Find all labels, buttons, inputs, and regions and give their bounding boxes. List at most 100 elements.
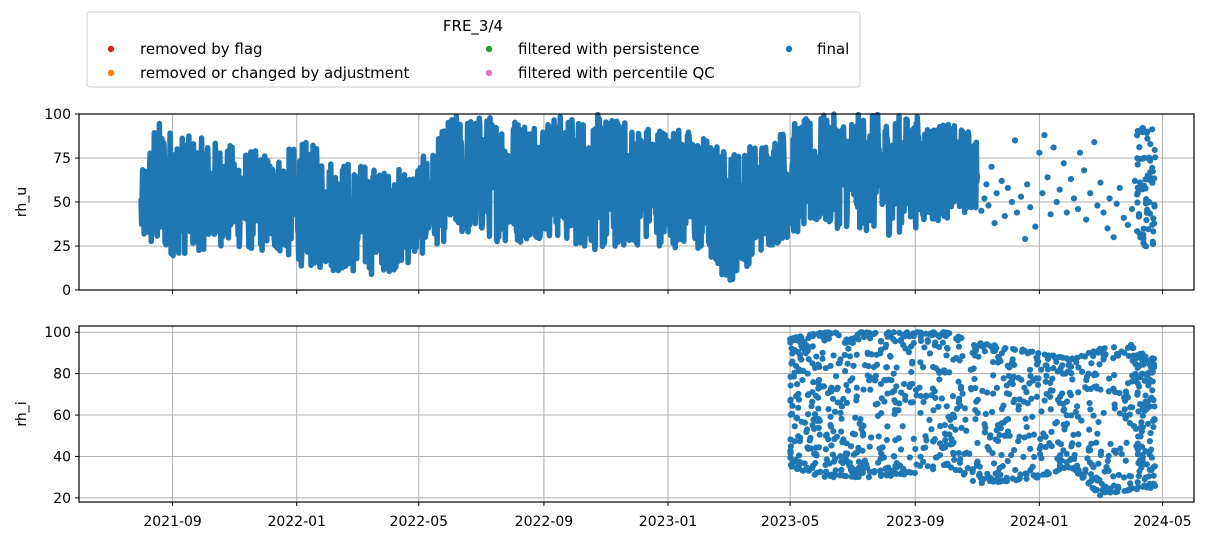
data-point [1091, 139, 1098, 146]
data-point [993, 427, 1000, 434]
data-point [877, 472, 885, 479]
data-point [1047, 393, 1054, 400]
data-point [967, 366, 974, 373]
data-point [1139, 453, 1146, 460]
data-point [791, 423, 798, 430]
data-point [1136, 144, 1143, 151]
data-point [1134, 445, 1141, 452]
data-point [1091, 486, 1098, 493]
data-point [1047, 211, 1054, 218]
data-point [1142, 448, 1149, 455]
data-point [837, 453, 844, 460]
data-point [812, 415, 819, 422]
data-point [945, 413, 952, 421]
data-point [1083, 376, 1090, 384]
x-tick-label: 2023-05 [761, 514, 820, 530]
data-point [1100, 409, 1107, 417]
data-point [1138, 419, 1145, 426]
data-point [1020, 453, 1027, 461]
data-point [929, 385, 936, 392]
data-point [950, 450, 957, 458]
data-point [880, 454, 887, 461]
data-point [1024, 400, 1031, 407]
data-point [1140, 483, 1147, 490]
data-point [1074, 413, 1082, 420]
data-point [944, 329, 951, 336]
data-point [832, 467, 839, 474]
data-point [951, 414, 958, 421]
data-point [987, 343, 994, 350]
data-point [815, 405, 822, 412]
data-point [957, 383, 965, 390]
data-point [890, 329, 897, 336]
x-tick-label: 2024-05 [1133, 514, 1192, 530]
data-point [1006, 364, 1013, 371]
data-point [1004, 184, 1011, 192]
legend-title: FRE_3/4 [443, 17, 503, 36]
data-point [799, 377, 806, 384]
data-point [1095, 460, 1102, 467]
data-point [1145, 382, 1152, 389]
data-point [1090, 348, 1097, 355]
data-point [1139, 186, 1146, 193]
data-point [804, 411, 812, 418]
data-point [805, 356, 812, 363]
data-point [787, 454, 794, 461]
data-point [1142, 474, 1149, 481]
data-point [998, 451, 1005, 459]
data-point [830, 458, 838, 465]
data-point [848, 464, 855, 471]
x-tick-label: 2023-09 [886, 514, 945, 530]
data-point [1126, 472, 1133, 480]
data-point [962, 416, 969, 423]
data-point [990, 390, 997, 397]
data-point [793, 414, 800, 421]
data-point [838, 466, 845, 474]
data-point [1086, 426, 1093, 433]
data-point [896, 400, 903, 407]
data-point [1134, 161, 1141, 168]
data-point [794, 465, 801, 472]
data-point [787, 382, 794, 389]
data-point [988, 163, 995, 170]
data-point [1144, 172, 1151, 179]
data-point [1027, 467, 1034, 474]
data-point [791, 438, 798, 445]
data-point [971, 375, 978, 383]
data-point [787, 336, 794, 343]
data-point [891, 470, 898, 477]
data-point [909, 399, 917, 406]
data-point [815, 362, 822, 369]
y-tick-label: 40 [53, 449, 71, 465]
data-point [1024, 181, 1031, 188]
data-point [1073, 359, 1080, 366]
data-point [801, 460, 808, 467]
data-point [1090, 352, 1097, 360]
data-point [1149, 126, 1156, 133]
data-point [1150, 423, 1157, 431]
data-point [973, 398, 980, 405]
data-point [890, 370, 897, 377]
data-point [1107, 440, 1114, 448]
data-point [988, 408, 996, 416]
x-tick-label: 2022-09 [515, 514, 574, 530]
data-point [1097, 179, 1104, 186]
data-point [1126, 420, 1134, 427]
data-point [1056, 399, 1063, 406]
data-point [1016, 396, 1023, 403]
data-point [815, 379, 822, 387]
data-point [1104, 457, 1111, 465]
data-point [976, 463, 983, 470]
data-point [855, 458, 863, 465]
data-point [963, 427, 970, 434]
data-point [809, 398, 816, 405]
legend: FRE_3/4 removed by flag removed or chang… [86, 11, 861, 88]
data-point [876, 468, 884, 475]
data-point [1032, 223, 1039, 230]
data-point [1129, 485, 1136, 492]
data-point [912, 445, 919, 453]
data-point [810, 330, 817, 338]
data-point [1034, 381, 1042, 388]
data-point [1140, 235, 1147, 242]
data-point [1063, 412, 1070, 419]
